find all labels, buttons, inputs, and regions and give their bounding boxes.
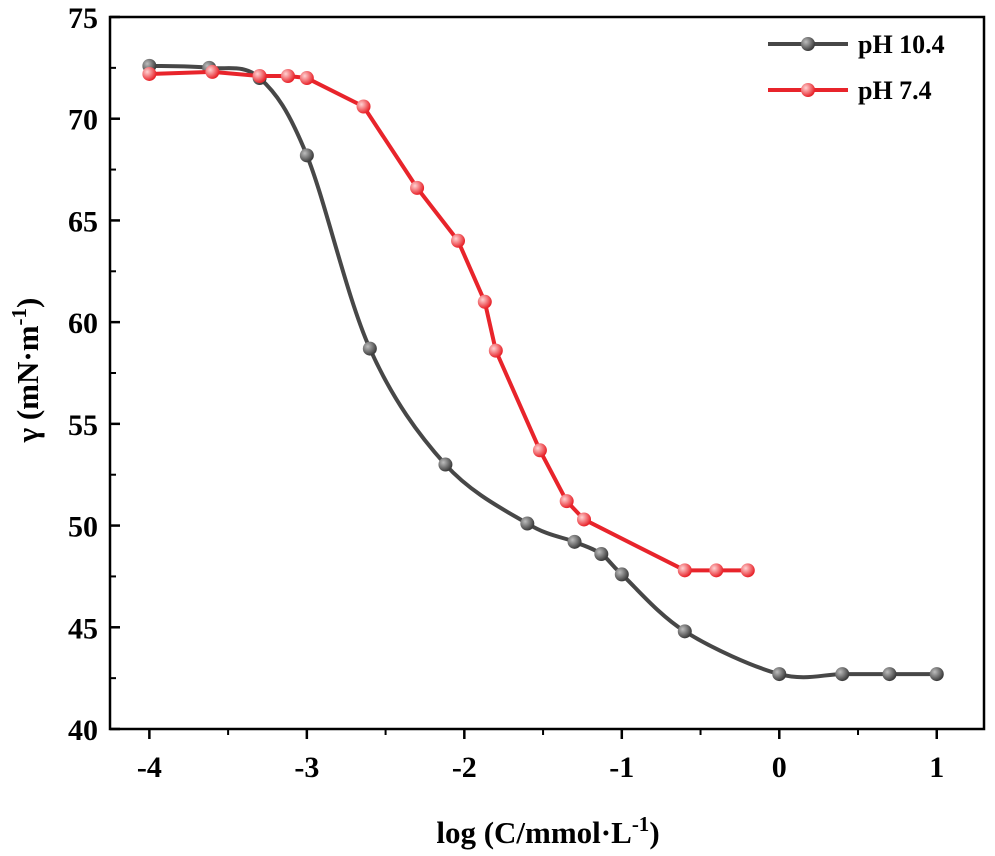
data-point [772,667,787,682]
x-tick-label: 1 [929,751,944,784]
y-tick-label: 40 [68,714,98,747]
y-tick-label: 65 [68,205,98,238]
data-point [356,99,371,114]
legend-marker-ph-7-4 [801,83,815,97]
data-point [410,180,425,195]
series-layer [142,58,944,682]
series-line-ph-7-4 [149,69,748,573]
data-point [567,534,582,549]
data-point [438,457,453,472]
x-tick-label: -1 [609,751,634,784]
x-axis: -4 -3 -2 -1 0 1 [137,729,944,784]
y-tick-label: 50 [68,511,98,544]
data-point [677,563,692,578]
y-axis-title: γ (mN·m-1) [7,298,45,444]
data-point [577,512,592,527]
x-axis-title: log (C/mmol·L-1) [436,812,659,850]
data-point [740,563,755,578]
data-point [362,341,377,356]
data-point [520,516,535,531]
data-point [882,667,897,682]
data-point [299,71,314,86]
data-point [299,148,314,163]
data-point [614,567,629,582]
y-tick-label: 70 [68,104,98,137]
plot-frame [108,15,986,731]
data-point [709,563,724,578]
data-point [451,233,466,248]
x-tick-label: -4 [137,751,162,784]
x-tick-label: -3 [294,751,319,784]
legend: pH 10.4 pH 7.4 [768,30,945,105]
data-point [280,68,295,83]
data-point [835,667,850,682]
data-point [929,667,944,682]
data-point [142,66,157,81]
data-point [559,494,574,509]
y-tick-label: 60 [68,307,98,340]
data-point [677,624,692,639]
data-point [252,68,267,83]
data-point [205,64,220,79]
y-tick-label: 75 [68,2,98,35]
data-point [594,547,609,562]
series-line-ph-10-4 [149,63,937,680]
y-tick-label: 45 [68,612,98,645]
data-point [532,443,547,458]
y-tick-label: 55 [68,409,98,442]
legend-marker-ph-10-4 [801,37,815,51]
data-point [477,294,492,309]
data-point [488,343,503,358]
legend-label-ph-7-4: pH 7.4 [858,76,932,105]
y-axis: 40 45 50 55 60 65 70 75 [68,2,120,747]
x-tick-label: -2 [452,751,477,784]
legend-label-ph-10-4: pH 10.4 [858,30,945,59]
x-tick-label: 0 [772,751,787,784]
